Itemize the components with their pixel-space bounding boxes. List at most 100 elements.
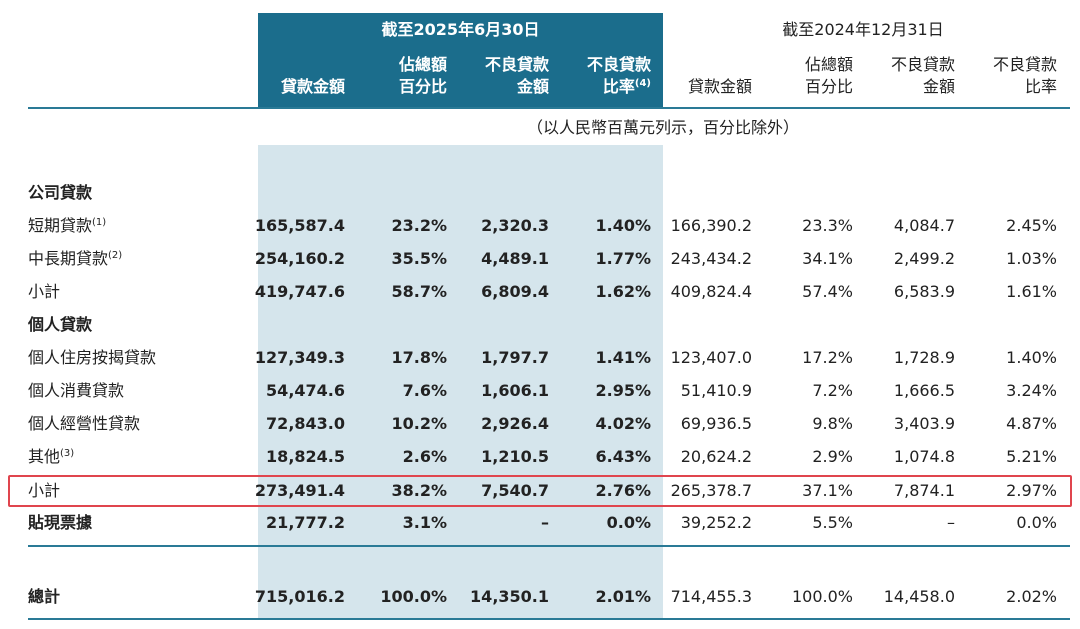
row-label: 小計	[28, 282, 61, 301]
row-label: 貼現票據	[28, 513, 93, 532]
cell-value: 2.97%	[1006, 481, 1057, 500]
period-current: 截至2025年6月30日	[381, 20, 540, 39]
cell-value: 2,499.2	[893, 249, 955, 268]
cell-value: 1.41%	[595, 348, 651, 367]
cell-value: 1.61%	[1006, 282, 1057, 301]
cell-value: 2.76%	[595, 481, 651, 500]
cell-value: 243,434.2	[670, 249, 752, 268]
cell-value: 35.5%	[391, 249, 447, 268]
cell-value: 1,606.1	[481, 381, 549, 400]
cell-value: 6,583.9	[893, 282, 955, 301]
column-header: 佔總額	[398, 55, 447, 74]
cell-value: 39,252.2	[680, 513, 752, 532]
cell-value: 7,540.7	[481, 481, 549, 500]
cell-value: 9.8%	[812, 414, 853, 433]
unit-note: （以人民幣百萬元列示，百分比除外）	[526, 118, 799, 137]
current-header-bg	[258, 13, 663, 108]
cell-value: 1.40%	[595, 216, 651, 235]
cell-value: 273,491.4	[254, 481, 345, 500]
cell-value: –	[541, 513, 549, 532]
cell-value: 2.6%	[402, 447, 447, 466]
column-header: 不良貸款	[992, 55, 1057, 74]
cell-value: 34.1%	[802, 249, 853, 268]
cell-value: 0.0%	[1016, 513, 1057, 532]
footnote-mark: (3)	[60, 448, 75, 459]
cell-value: 715,016.2	[254, 587, 345, 606]
cell-value: 714,455.3	[670, 587, 752, 606]
cell-value: 100.0%	[791, 587, 853, 606]
row-label: 其他(3)	[28, 447, 75, 466]
cell-value: 4.87%	[1006, 414, 1057, 433]
column-header: 比率(4)	[602, 77, 651, 96]
cell-value: 51,410.9	[680, 381, 752, 400]
footnote-mark: (4)	[634, 78, 651, 89]
row-label: 個人住房按揭貸款	[28, 348, 157, 367]
row-label: 個人貸款	[28, 315, 93, 334]
header-rule	[28, 107, 1070, 109]
cell-value: 58.7%	[391, 282, 447, 301]
footnote-mark: (1)	[92, 217, 107, 228]
cell-value: 123,407.0	[670, 348, 752, 367]
cell-value: 23.2%	[391, 216, 447, 235]
cell-value: 20,624.2	[680, 447, 752, 466]
cell-value: 17.2%	[802, 348, 853, 367]
column-header: 不良貸款	[890, 55, 955, 74]
cell-value: 409,824.4	[670, 282, 752, 301]
cell-value: 38.2%	[391, 481, 447, 500]
cell-value: 23.3%	[802, 216, 853, 235]
cell-value: 1,797.7	[481, 348, 549, 367]
cell-value: 21,777.2	[266, 513, 345, 532]
cell-value: 0.0%	[606, 513, 651, 532]
column-header: 不良貸款	[586, 55, 651, 74]
cell-value: 2.02%	[1006, 587, 1057, 606]
cell-value: 2.01%	[595, 587, 651, 606]
cell-value: 419,747.6	[254, 282, 345, 301]
cell-value: 1.40%	[1006, 348, 1057, 367]
current-body-bg	[258, 145, 663, 620]
cell-value: 14,350.1	[470, 587, 549, 606]
cell-value: 4,084.7	[893, 216, 955, 235]
cell-value: 265,378.7	[670, 481, 752, 500]
cell-value: 5.5%	[812, 513, 853, 532]
cell-value: 2.95%	[595, 381, 651, 400]
cell-value: 4,489.1	[481, 249, 549, 268]
cell-value: 1,666.5	[893, 381, 955, 400]
cell-value: 1,074.8	[893, 447, 955, 466]
column-header: 百分比	[804, 77, 853, 96]
cell-value: 2,320.3	[481, 216, 549, 235]
row-label: 個人消費貸款	[28, 381, 125, 400]
cell-value: 127,349.3	[254, 348, 345, 367]
column-header: 金額	[516, 77, 549, 96]
cell-value: 2.9%	[812, 447, 853, 466]
cell-value: 7.2%	[812, 381, 853, 400]
column-header: 不良貸款	[484, 55, 549, 74]
cell-value: 14,458.0	[883, 587, 955, 606]
cell-value: 166,390.2	[670, 216, 752, 235]
column-header: 貸款金額	[280, 77, 345, 96]
row-label: 小計	[28, 481, 61, 500]
cell-value: 3.24%	[1006, 381, 1057, 400]
cell-value: 1,210.5	[481, 447, 549, 466]
row-label: 個人經營性貸款	[28, 414, 141, 433]
row-label: 公司貸款	[28, 183, 93, 202]
cell-value: 254,160.2	[254, 249, 345, 268]
cell-value: 6,809.4	[481, 282, 549, 301]
cell-value: 6.43%	[595, 447, 651, 466]
cell-value: 2.45%	[1006, 216, 1057, 235]
total-rule	[28, 545, 1070, 547]
cell-value: 7.6%	[402, 381, 447, 400]
cell-value: 1.77%	[595, 249, 651, 268]
cell-value: 1.03%	[1006, 249, 1057, 268]
cell-value: 1,728.9	[893, 348, 955, 367]
cell-value: 7,874.1	[893, 481, 955, 500]
cell-value: 57.4%	[802, 282, 853, 301]
cell-value: 18,824.5	[266, 447, 345, 466]
cell-value: 165,587.4	[254, 216, 345, 235]
cell-value: 54,474.6	[266, 381, 345, 400]
row-label: 短期貸款(1)	[28, 216, 107, 235]
column-header: 比率	[1024, 77, 1057, 96]
cell-value: 5.21%	[1006, 447, 1057, 466]
period-prior: 截至2024年12月31日	[782, 20, 944, 39]
row-label: 中長期貸款(2)	[28, 249, 123, 268]
